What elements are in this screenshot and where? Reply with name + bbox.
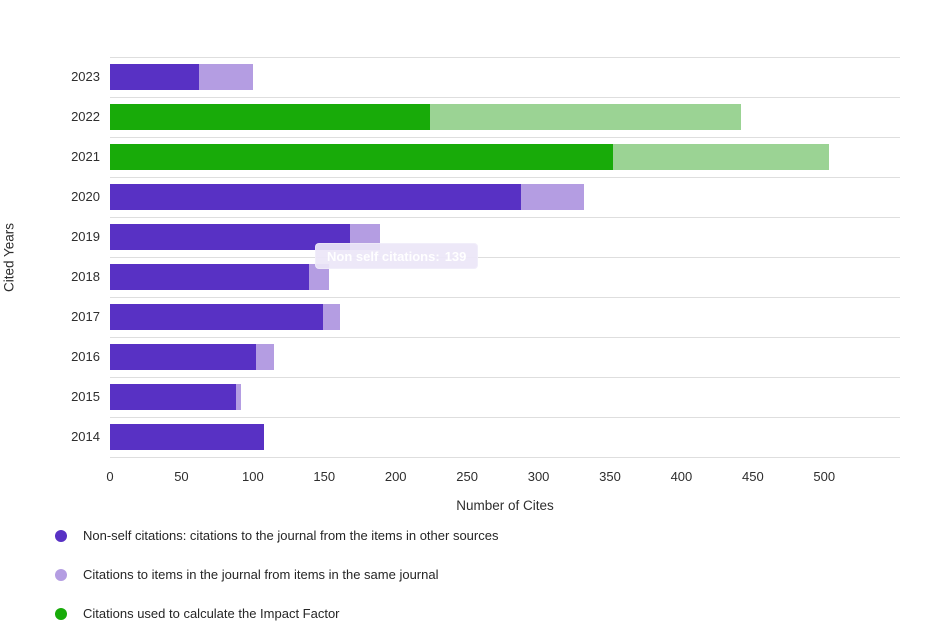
legend: Non-self citations: citations to the jou…	[55, 524, 498, 634]
x-tick-label-50: 50	[174, 469, 189, 484]
bar-segment-impact-factor-citations[interactable]	[110, 144, 613, 170]
bar-segment-self-citations[interactable]	[235, 384, 242, 410]
legend-dot-icon	[55, 529, 67, 542]
bar-segment-self-citations[interactable]	[322, 304, 340, 330]
bar-segment-non-self-citations[interactable]	[110, 384, 236, 410]
y-tick-label-2022: 2022	[71, 109, 100, 124]
bar-segment-self-citations[interactable]	[198, 64, 253, 90]
x-tick-label-200: 200	[384, 469, 407, 484]
x-tick-label-250: 250	[456, 469, 478, 484]
x-tick-label-400: 400	[670, 469, 693, 484]
grid-line	[110, 257, 900, 258]
legend-item-2: Citations used to calculate the Impact F…	[55, 602, 498, 625]
tooltip-value: 139	[444, 248, 467, 264]
x-tick-label-150: 150	[313, 469, 336, 484]
y-tick-label-2023: 2023	[71, 69, 100, 84]
bar-2015[interactable]	[110, 384, 242, 410]
x-tick-label-350: 350	[599, 469, 621, 484]
x-axis-ticks: 0 50 100 150 200 250 300 350 400 450 500	[106, 469, 900, 487]
y-axis-title: Cited Years	[1, 222, 17, 293]
x-axis-title: Number of Cites	[456, 498, 554, 513]
bar-2017[interactable]	[110, 304, 340, 330]
bar-segment-non-self-citations[interactable]	[110, 224, 350, 250]
plot-area	[110, 57, 900, 458]
y-tick-label-2021: 2021	[71, 149, 100, 164]
tooltip-label: Non self citations:	[327, 248, 440, 264]
legend-label: Citations to items in the journal from i…	[83, 567, 439, 582]
grid-line	[110, 297, 900, 298]
bar-2020[interactable]	[110, 184, 585, 210]
bar-2022[interactable]	[110, 104, 742, 130]
y-tick-label-2018: 2018	[71, 269, 100, 284]
y-tick-label-2016: 2016	[71, 349, 100, 364]
bar-segment-non-self-citations[interactable]	[110, 64, 199, 90]
grid-line	[110, 337, 900, 338]
x-tick-label-500: 500	[813, 469, 836, 484]
bar-segment-impact-factor-citations[interactable]	[110, 104, 430, 130]
legend-dot-icon	[55, 568, 67, 581]
grid-line	[110, 97, 900, 98]
bar-2016[interactable]	[110, 344, 275, 370]
x-tick-label-0: 0	[106, 469, 114, 484]
x-tick-label-450: 450	[741, 469, 764, 484]
bar-2014[interactable]	[110, 424, 265, 450]
legend-label: Citations used to calculate the Impact F…	[83, 606, 340, 621]
grid-line	[110, 137, 900, 138]
bar-segment-self-citations[interactable]	[255, 344, 275, 370]
bar-segment-self-citations[interactable]	[521, 184, 585, 210]
y-tick-label-2015: 2015	[71, 389, 100, 404]
grid-line	[110, 417, 900, 418]
bar-2021[interactable]	[110, 144, 829, 170]
y-tick-label-2017: 2017	[71, 309, 100, 324]
grid-line	[110, 457, 900, 458]
bar-segment-non-self-citations[interactable]	[110, 304, 323, 330]
y-tick-label-2014: 2014	[71, 429, 100, 444]
bar-segment-non-self-citations[interactable]	[110, 184, 522, 210]
bar-segment-non-self-citations[interactable]	[110, 424, 265, 450]
y-tick-label-2020: 2020	[71, 189, 100, 204]
bar-2018[interactable]	[110, 264, 329, 290]
bar-segment-non-self-citations[interactable]	[110, 344, 256, 370]
tooltip: Non self citations: 139	[315, 243, 479, 269]
bar-segment-impact-factor-citations-light[interactable]	[430, 104, 742, 130]
y-tick-label-2019: 2019	[71, 229, 100, 244]
legend-item-1: Citations to items in the journal from i…	[55, 563, 498, 586]
y-axis-labels: 2023 2022 2021 2020 2019 2018 2017 2016 2015 2014	[0, 57, 100, 457]
legend-item-0: Non-self citations: citations to the jou…	[55, 524, 498, 547]
bar-2019[interactable]	[110, 224, 380, 250]
legend-dot-icon	[55, 607, 67, 620]
x-tick-label-300: 300	[527, 469, 550, 484]
bar-segment-impact-factor-citations-light[interactable]	[612, 144, 829, 170]
grid-line	[110, 177, 900, 178]
bar-segment-non-self-citations[interactable]	[110, 264, 309, 290]
grid-line	[110, 377, 900, 378]
bar-segment-self-citations[interactable]	[308, 264, 329, 290]
grid-line	[110, 57, 900, 58]
bar-2023[interactable]	[110, 64, 253, 90]
legend-label: Non-self citations: citations to the jou…	[83, 528, 499, 543]
x-tick-label-100: 100	[241, 469, 264, 484]
grid-line	[110, 217, 900, 218]
